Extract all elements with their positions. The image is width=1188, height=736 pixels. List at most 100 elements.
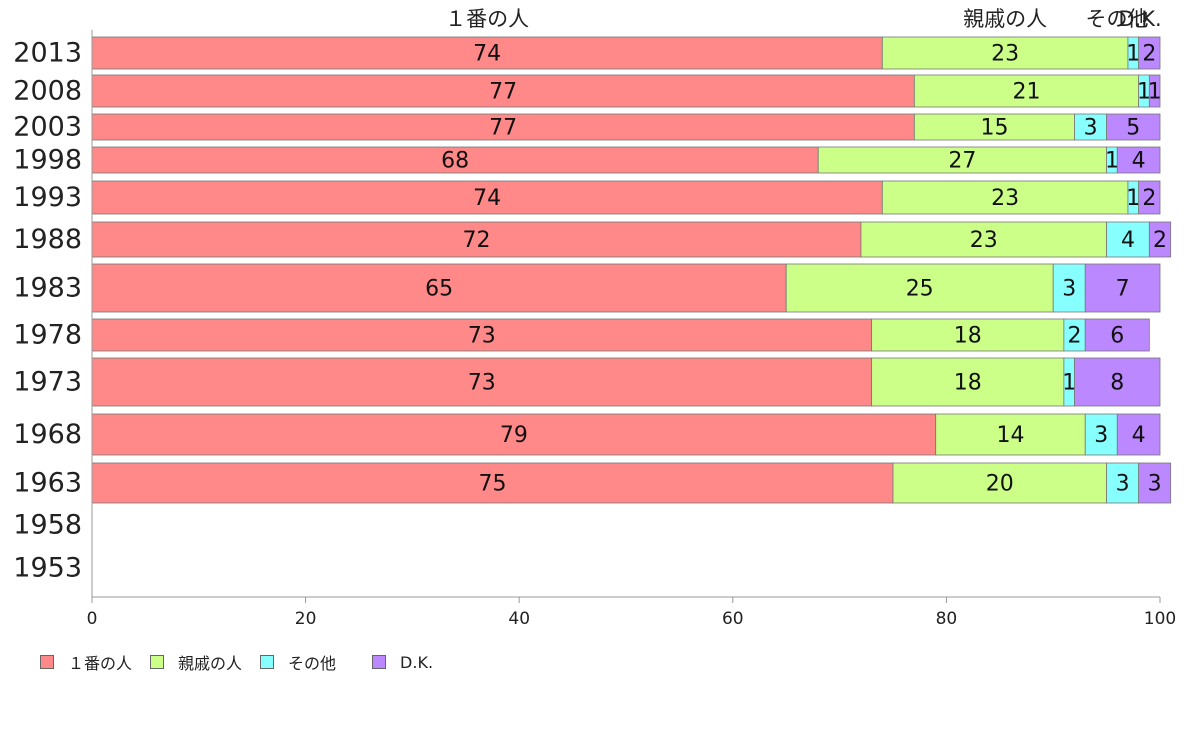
data-label: 1: [1126, 42, 1140, 67]
data-label: 3: [1094, 423, 1108, 448]
data-label: 74: [473, 186, 501, 211]
bar-segment: [91, 221, 862, 258]
legend-label: 親戚の人: [178, 654, 243, 673]
legend-label: その他: [288, 654, 337, 673]
data-label: 14: [996, 423, 1024, 448]
data-label: 4: [1132, 149, 1146, 174]
data-label: 18: [954, 371, 982, 396]
data-label: 75: [479, 472, 507, 497]
bar-segment: [1138, 36, 1161, 70]
x-tick-label: 60: [722, 609, 744, 629]
year-label: 1983: [13, 273, 82, 304]
bar-segment: [785, 263, 1054, 313]
year-label: 1998: [13, 145, 82, 176]
data-label: 1: [1105, 149, 1119, 174]
legend-item: 親戚の人: [150, 650, 242, 674]
data-label: 27: [948, 149, 976, 174]
data-label: 2: [1068, 324, 1082, 349]
data-label: 68: [441, 149, 469, 174]
data-label: 1: [1137, 80, 1151, 105]
data-label: 1: [1148, 80, 1162, 105]
data-label: 1: [1126, 186, 1140, 211]
legend-item: その他: [260, 650, 336, 674]
legend-label: １番の人: [68, 654, 133, 673]
bar-segment: [860, 221, 1108, 258]
year-label: 2013: [13, 38, 82, 69]
legend-label: D.K.: [400, 652, 434, 672]
bar-segment: [881, 180, 1129, 215]
column-header: D.K.: [1118, 7, 1161, 31]
bar-segment: [1116, 146, 1161, 174]
legend-swatch: [40, 655, 54, 669]
bar-segment: [871, 318, 1065, 352]
year-label: 1973: [13, 367, 82, 398]
bar-segment: [1106, 462, 1140, 504]
data-label: 5: [1126, 116, 1140, 141]
data-label: 23: [991, 42, 1019, 67]
data-label: 3: [1116, 472, 1130, 497]
bar-segment: [91, 74, 915, 108]
column-header: 親戚の人: [963, 7, 1047, 31]
data-label: 4: [1132, 423, 1146, 448]
x-tick-label: 80: [936, 609, 958, 629]
bar-segment: [91, 180, 883, 215]
data-label: 18: [954, 324, 982, 349]
bar-segment: [1084, 263, 1161, 313]
data-label: 2: [1142, 42, 1156, 67]
data-label: 23: [991, 186, 1019, 211]
year-label: 1953: [13, 553, 82, 584]
year-label: 2003: [13, 112, 82, 143]
legend-swatch: [372, 655, 387, 669]
data-label: 2: [1142, 186, 1156, 211]
data-label: 8: [1110, 371, 1124, 396]
column-header: １番の人: [445, 7, 529, 31]
legend-item: １番の人: [40, 650, 132, 674]
data-label: 77: [489, 80, 517, 105]
data-label: 77: [489, 116, 517, 141]
bar-segment: [1084, 413, 1118, 456]
year-label: 1963: [13, 468, 82, 499]
bar-segment: [1052, 263, 1086, 313]
data-label: 72: [462, 228, 490, 253]
bar-segment: [1148, 74, 1161, 108]
data-label: 3: [1062, 277, 1076, 302]
bar-segment: [913, 74, 1140, 108]
x-tick-label: 100: [1144, 609, 1176, 629]
data-label: 25: [906, 277, 934, 302]
data-label: 74: [473, 42, 501, 67]
x-tick-label: 40: [508, 609, 530, 629]
x-tick-label: 20: [295, 609, 317, 629]
bar-segment: [1084, 318, 1150, 352]
data-label: 2: [1153, 228, 1167, 253]
bar-segment: [1138, 180, 1161, 215]
legend-item: D.K.: [372, 653, 433, 672]
bar-segment: [1116, 413, 1161, 456]
legend: １番の人 親戚の人 その他 D.K.: [40, 650, 451, 674]
data-label: 79: [500, 423, 528, 448]
year-label: 1968: [13, 419, 82, 450]
x-tick-label: 0: [87, 609, 98, 629]
bar-segment: [1074, 357, 1161, 407]
data-label: 65: [425, 277, 453, 302]
data-label: 15: [980, 116, 1008, 141]
legend-swatch: [150, 655, 165, 669]
year-label: 1988: [13, 224, 82, 255]
year-label: 1978: [13, 320, 82, 351]
x-axis: 0 20 40 60 80 100: [87, 30, 1176, 629]
data-label: 7: [1116, 277, 1130, 302]
bar-segment: [91, 413, 937, 456]
year-label: 1958: [13, 510, 82, 541]
data-label: 6: [1110, 324, 1124, 349]
bar-segment: [91, 36, 883, 70]
data-label: 23: [970, 228, 998, 253]
data-label: 73: [468, 324, 496, 349]
bar-segment: [1106, 113, 1161, 141]
data-label: 3: [1084, 116, 1098, 141]
bar-segment: [881, 36, 1129, 70]
data-label: 73: [468, 371, 496, 396]
bar-segment: [1138, 462, 1172, 504]
data-label: 21: [1013, 80, 1041, 105]
